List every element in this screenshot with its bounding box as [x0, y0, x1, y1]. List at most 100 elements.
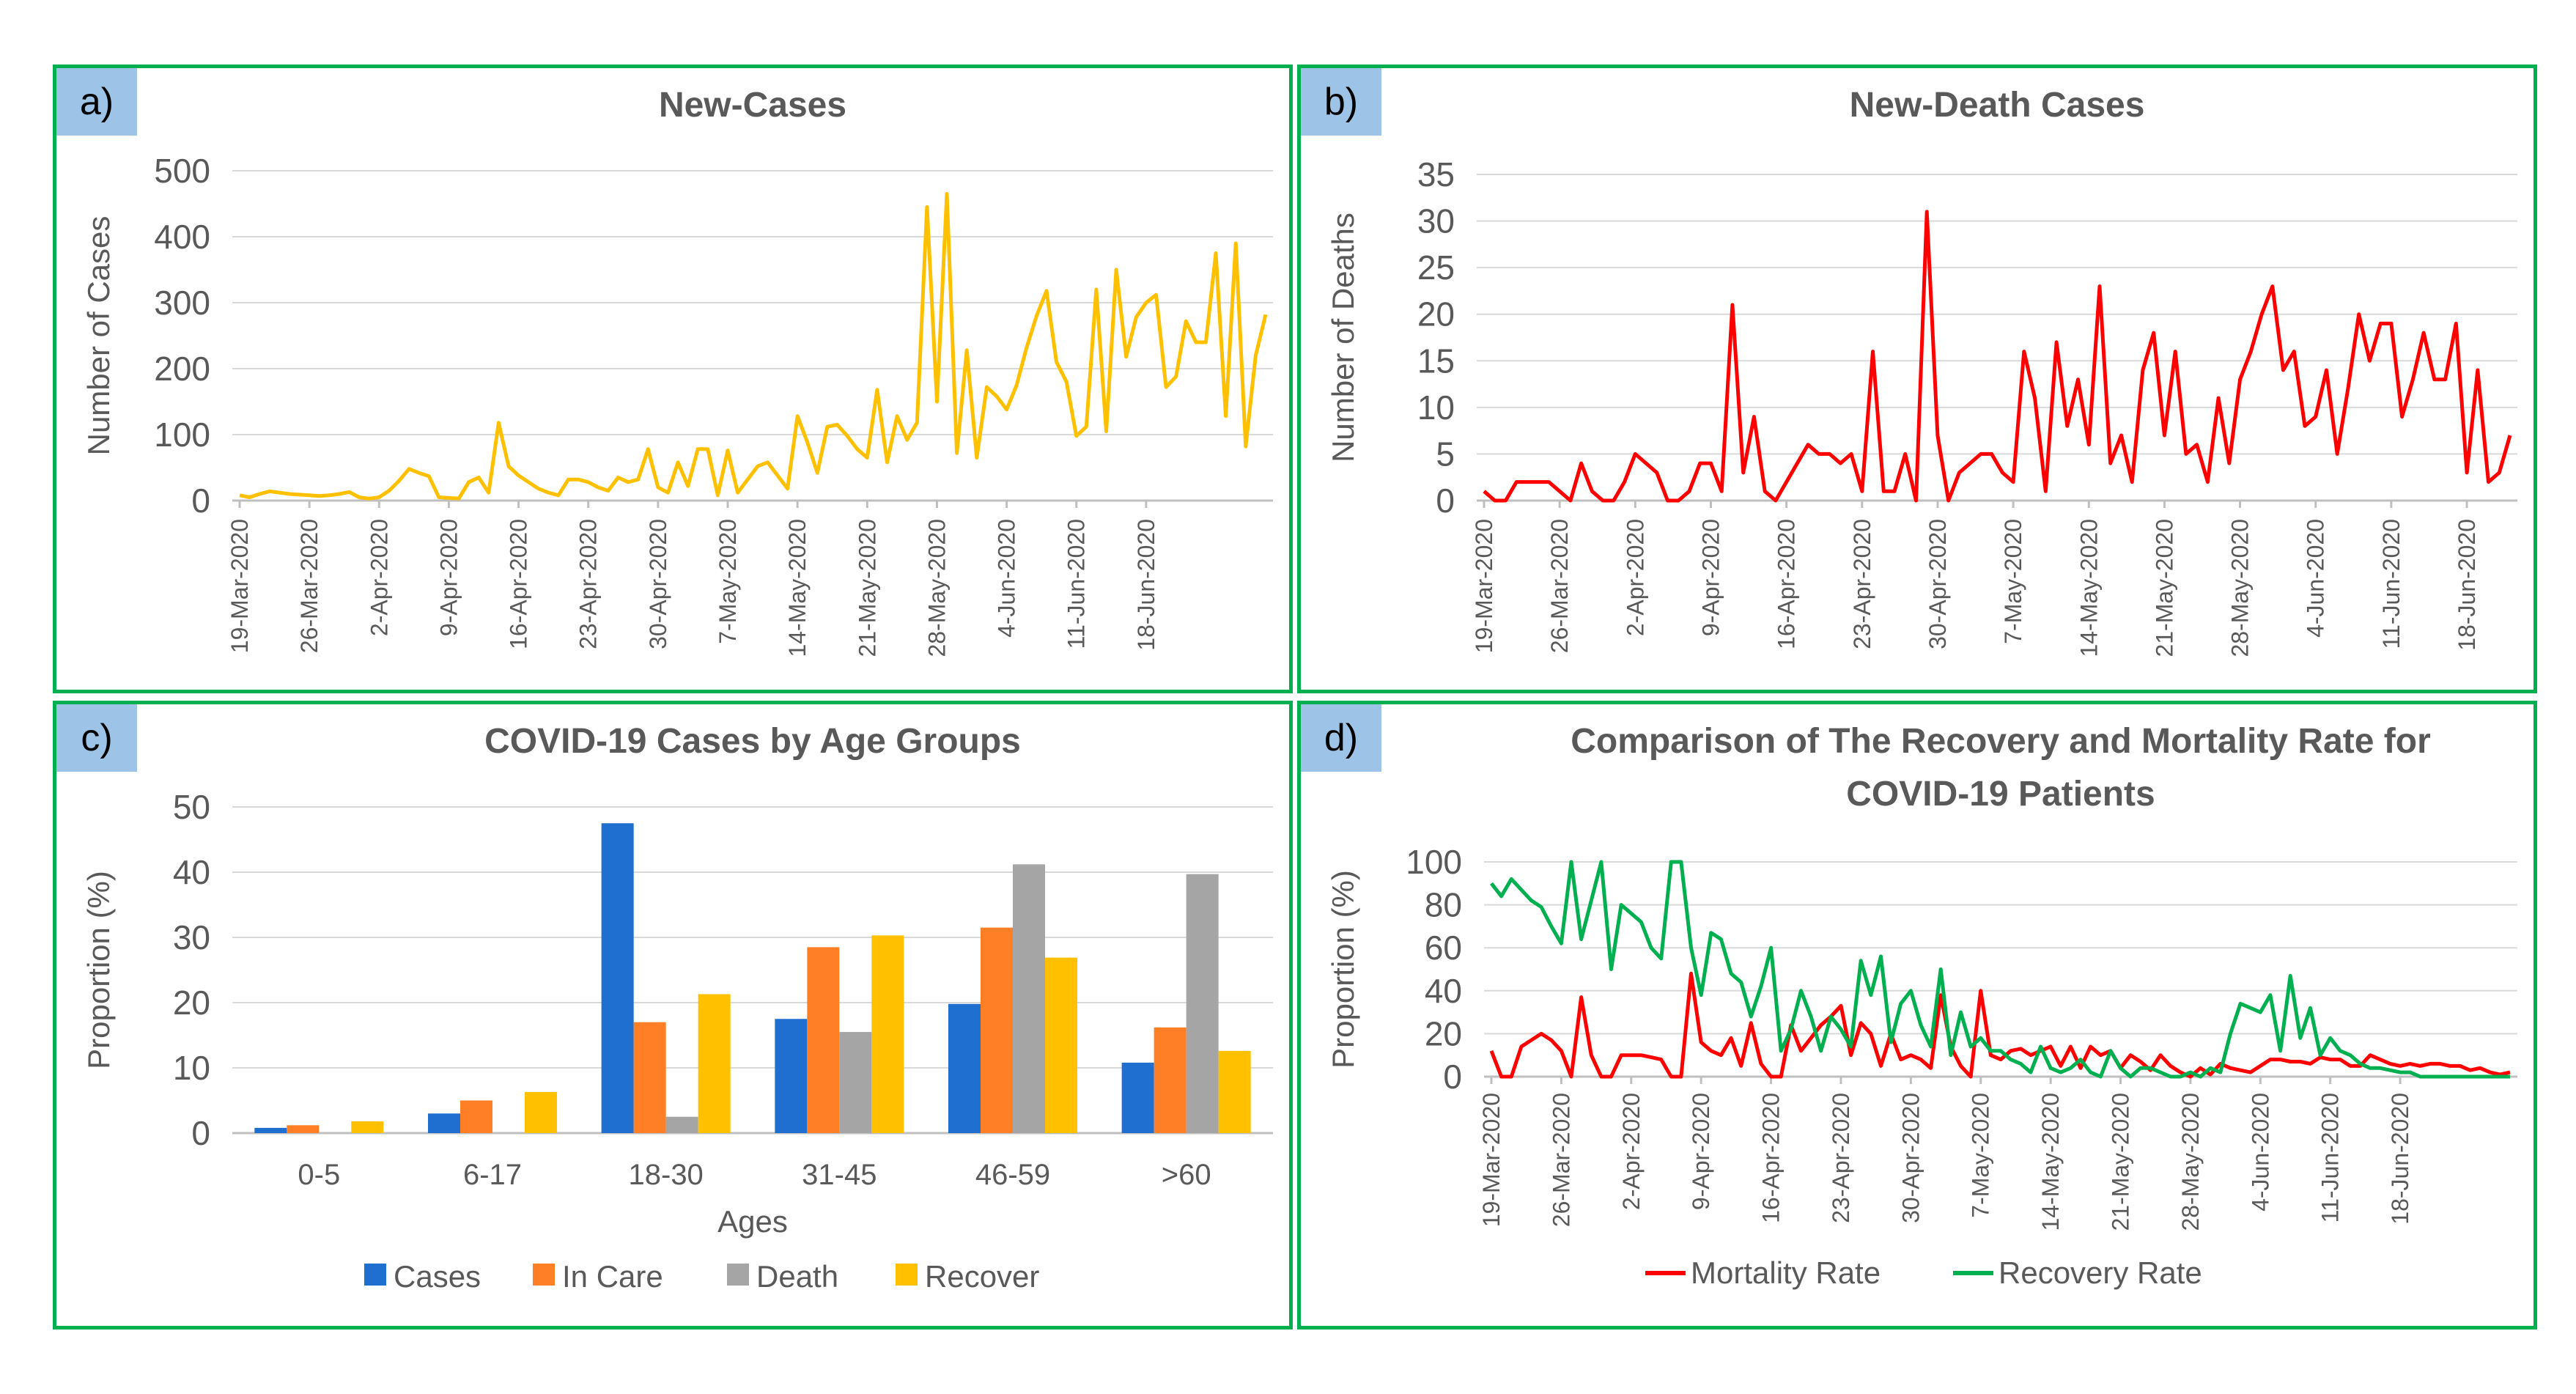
- x-tick-label: 16-Apr-2020: [1758, 1093, 1785, 1223]
- y-tick-label: 200: [154, 350, 210, 388]
- recovery-mortality-chart: Comparison of The Recovery and Mortality…: [1326, 722, 2517, 1290]
- x-tick-label: 30-Apr-2020: [1897, 1093, 1924, 1223]
- chart-title-line-2: COVID-19 Patients: [1846, 775, 2155, 814]
- category-label: >60: [1162, 1159, 1211, 1191]
- x-tick-label: 4-Jun-2020: [994, 519, 1020, 638]
- age-groups-chart: COVID-19 Cases by Age Groups 0 10 20 30 40 50 P…: [81, 722, 1273, 1294]
- panel-new-cases: a) New-Cases 0 100 200 300 400 500 Number of Ca…: [53, 64, 1293, 693]
- bar-in-care: [287, 1125, 320, 1133]
- y-tick-label: 20: [1417, 295, 1455, 333]
- bar-cases: [1121, 1062, 1154, 1133]
- panel-new-deaths: b) New-Death Cases 0 5 10 15 20 25 30 35 Number o…: [1297, 64, 2537, 693]
- x-axis-label: Ages: [717, 1204, 788, 1239]
- y-tick-label: 30: [1417, 202, 1455, 240]
- x-tick-label: 26-Mar-2020: [1548, 1093, 1574, 1227]
- series-line-mortality-rate: [1489, 971, 2511, 1079]
- x-tick-label: 14-May-2020: [784, 519, 811, 657]
- y-tick-label: 500: [154, 152, 210, 190]
- panel-age-groups: c) COVID-19 Cases by Age Groups 0 10 20 30 40…: [53, 701, 1293, 1330]
- x-tick-label: 2-Apr-2020: [366, 519, 392, 636]
- y-tick-label: 35: [1417, 155, 1455, 193]
- y-tick-label: 80: [1425, 886, 1462, 924]
- bar-cases: [254, 1127, 287, 1133]
- x-tick-label: 28-May-2020: [2227, 519, 2254, 657]
- x-tick-label: 18-Jun-2020: [2387, 1093, 2413, 1225]
- panel-label-d: d): [1301, 704, 1381, 772]
- bar-death: [1013, 864, 1045, 1133]
- x-tick-label: 7-May-2020: [1968, 1093, 1994, 1218]
- y-tick-label: 400: [154, 218, 210, 256]
- bar-cases: [948, 1003, 981, 1133]
- y-tick-label: 0: [1436, 482, 1455, 520]
- legend-label: In Care: [562, 1259, 663, 1294]
- panel-recovery-mortality: d) Comparison of The Recovery and Mortal…: [1297, 701, 2537, 1330]
- x-tick-label: 4-Jun-2020: [2247, 1093, 2273, 1212]
- x-tick-label: 21-May-2020: [2151, 519, 2177, 657]
- bar-recover: [1045, 957, 1077, 1133]
- x-tick-label: 21-May-2020: [854, 519, 880, 657]
- y-tick-label: 0: [191, 482, 210, 520]
- y-tick-label: 100: [1406, 843, 1462, 881]
- y-tick-label: 25: [1417, 248, 1455, 287]
- x-tick-label: 30-Apr-2020: [645, 519, 671, 649]
- y-tick-label: 10: [1417, 388, 1455, 427]
- bar-recover: [1218, 1050, 1251, 1133]
- legend-label: Cases: [394, 1259, 481, 1294]
- x-tick-label: 11-Jun-2020: [2317, 1093, 2344, 1222]
- bar-cases: [601, 823, 634, 1133]
- bar-death: [839, 1032, 872, 1133]
- x-tick-label: 18-Jun-2020: [2454, 519, 2480, 651]
- y-axis-label: Number of Cases: [81, 216, 116, 456]
- bar-recover: [698, 994, 731, 1133]
- y-axis-label: Proportion (%): [1326, 870, 1360, 1069]
- category-label: 46-59: [975, 1159, 1050, 1191]
- new-deaths-chart: New-Death Cases 0 5 10 15 20 25 30 35 Number of D…: [1326, 86, 2517, 657]
- new-cases-chart: New-Cases 0 100 200 300 400 500 Number of Cases…: [81, 86, 1273, 657]
- bar-recover: [351, 1121, 384, 1133]
- category-label: 6-17: [463, 1159, 522, 1191]
- bar-in-care: [807, 947, 840, 1133]
- x-tick-label: 19-Mar-2020: [1471, 519, 1497, 653]
- y-tick-label: 60: [1425, 929, 1462, 967]
- chart-title-line-1: Comparison of The Recovery and Mortality…: [1571, 722, 2431, 761]
- series-line-recovery-rate: [1490, 860, 2510, 1079]
- chart-title: New-Death Cases: [1850, 86, 2145, 125]
- y-tick-label: 100: [154, 416, 210, 454]
- bar-recover: [525, 1091, 557, 1133]
- x-tick-label: 28-May-2020: [2177, 1093, 2204, 1231]
- panel-label-a: a): [56, 68, 137, 136]
- y-tick-label: 0: [1443, 1058, 1462, 1096]
- x-tick-label: 2-Apr-2020: [1622, 519, 1648, 636]
- x-tick-label: 23-Apr-2020: [1828, 1093, 1854, 1223]
- y-axis-label: Proportion (%): [81, 871, 116, 1069]
- x-tick-label: 14-May-2020: [2037, 1093, 2064, 1231]
- x-tick-label: 23-Apr-2020: [575, 519, 602, 649]
- x-tick-label: 9-Apr-2020: [1688, 1093, 1714, 1210]
- bar-in-care: [633, 1022, 666, 1133]
- bar-cases: [428, 1113, 460, 1133]
- x-tick-label: 26-Mar-2020: [1546, 519, 1573, 653]
- category-label: 0-5: [298, 1159, 340, 1191]
- category-label: 18-30: [629, 1159, 704, 1191]
- legend-swatch: [533, 1264, 555, 1286]
- y-tick-label: 40: [1425, 972, 1462, 1010]
- y-tick-label: 0: [191, 1114, 210, 1152]
- legend-label: Recover: [925, 1259, 1039, 1294]
- y-tick-label: 300: [154, 284, 210, 322]
- y-tick-label: 20: [1425, 1014, 1462, 1052]
- x-tick-label: 18-Jun-2020: [1133, 519, 1159, 651]
- x-tick-label: 11-Jun-2020: [1063, 519, 1090, 649]
- legend-label: Mortality Rate: [1691, 1255, 1881, 1290]
- bar-in-care: [460, 1100, 492, 1133]
- legend-swatch: [364, 1264, 386, 1286]
- x-tick-label: 19-Mar-2020: [1478, 1093, 1505, 1227]
- x-tick-label: 9-Apr-2020: [435, 519, 462, 636]
- y-tick-label: 50: [173, 788, 210, 826]
- y-axis-label: Number of Deaths: [1326, 213, 1360, 462]
- bar-death: [665, 1116, 698, 1133]
- panel-label-c: c): [56, 704, 137, 772]
- bar-cases: [775, 1019, 808, 1133]
- x-tick-label: 11-Jun-2020: [2378, 519, 2405, 649]
- x-tick-label: 23-Apr-2020: [1849, 519, 1875, 649]
- legend-label: Death: [756, 1259, 838, 1294]
